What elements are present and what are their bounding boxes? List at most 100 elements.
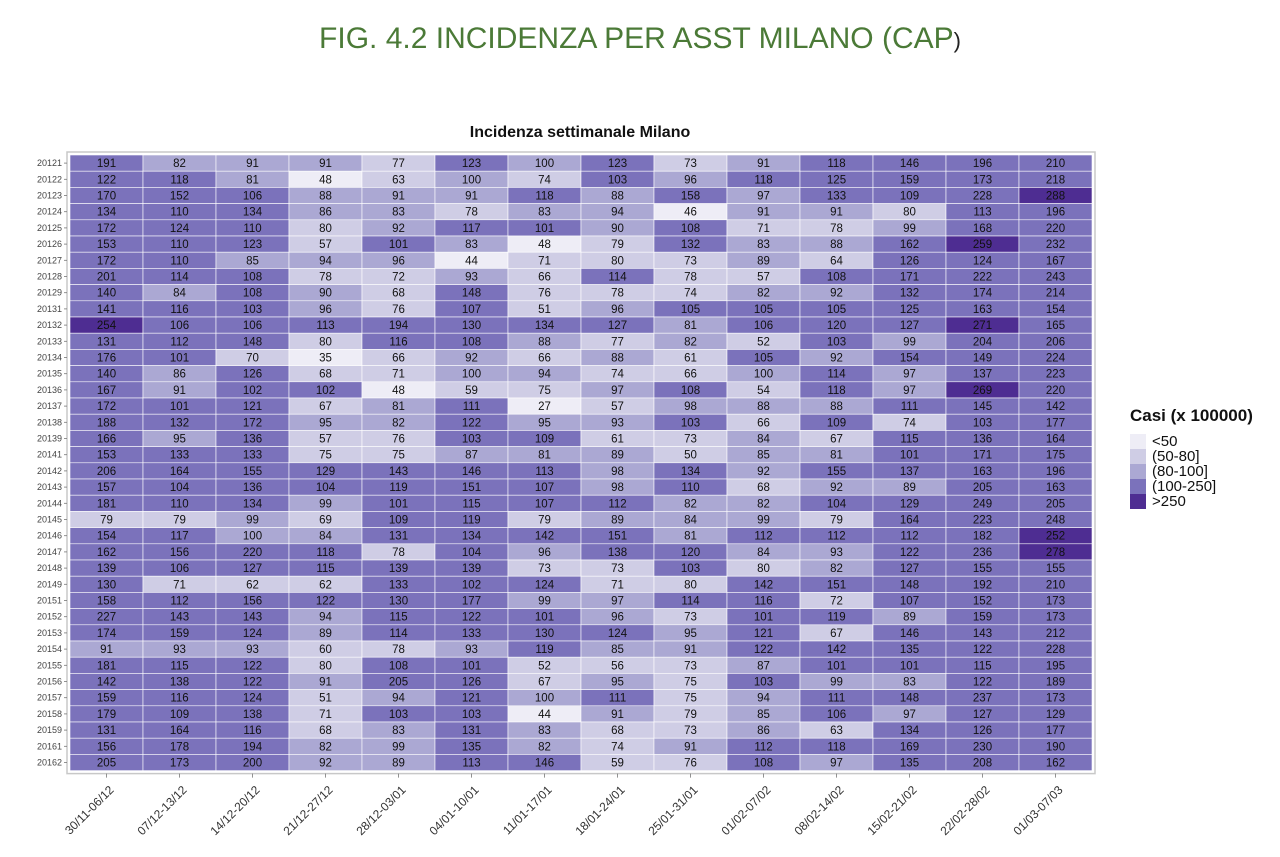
cell-value-label: 182 <box>973 531 992 543</box>
cell-value-label: 178 <box>170 741 189 753</box>
cell-value-label: 76 <box>684 758 697 770</box>
cell-value-label: 210 <box>1046 579 1065 591</box>
cell-value-label: 126 <box>900 255 919 267</box>
cell-value-label: 155 <box>827 466 846 478</box>
cell-value-label: 106 <box>827 709 846 721</box>
cell-value-label: 194 <box>243 741 263 753</box>
cell-value-label: 194 <box>389 320 409 332</box>
cell-value-label: 48 <box>392 385 405 397</box>
cell-value-label: 168 <box>973 223 992 235</box>
cell-value-label: 89 <box>903 482 916 494</box>
cell-value-label: 134 <box>243 498 263 510</box>
y-tick-label: 20135 <box>37 369 62 379</box>
cell-value-label: 177 <box>1046 417 1065 429</box>
cell-value-label: 80 <box>611 255 624 267</box>
cell-value-label: 126 <box>973 725 992 737</box>
cell-value-label: 135 <box>900 758 919 770</box>
cell-value-label: 121 <box>462 693 481 705</box>
cell-value-label: 57 <box>319 239 332 251</box>
cell-value-label: 74 <box>684 288 697 300</box>
cell-value-label: 75 <box>319 450 332 462</box>
cell-value-label: 60 <box>319 644 332 656</box>
cell-value-label: 71 <box>173 579 186 591</box>
cell-value-label: 125 <box>900 304 919 316</box>
y-tick-label: 20158 <box>37 709 62 719</box>
cell-value-label: 80 <box>319 336 332 348</box>
cell-value-label: 90 <box>319 288 332 300</box>
cell-value-label: 83 <box>538 725 551 737</box>
cell-value-label: 89 <box>319 628 332 640</box>
cell-value-label: 133 <box>462 628 481 640</box>
cell-value-label: 148 <box>900 693 919 705</box>
cell-value-label: 78 <box>611 288 624 300</box>
cell-value-label: 95 <box>319 417 332 429</box>
cell-value-label: 75 <box>684 693 697 705</box>
cell-value-label: 75 <box>538 385 551 397</box>
cell-value-label: 172 <box>97 401 116 413</box>
cell-value-label: 127 <box>900 563 919 575</box>
cell-value-label: 189 <box>1046 677 1065 689</box>
cell-value-label: 97 <box>611 596 624 608</box>
legend-item: (100-250] <box>1130 478 1253 495</box>
cell-value-label: 73 <box>684 725 697 737</box>
cell-value-label: 67 <box>538 677 551 689</box>
cell-value-label: 64 <box>830 255 843 267</box>
cell-value-label: 206 <box>97 466 116 478</box>
cell-value-label: 71 <box>392 369 405 381</box>
cell-value-label: 156 <box>97 741 116 753</box>
cell-value-label: 93 <box>465 272 478 284</box>
cell-value-label: 83 <box>538 207 551 219</box>
cell-value-label: 104 <box>827 498 847 510</box>
cell-value-label: 138 <box>608 547 627 559</box>
cell-value-label: 101 <box>535 223 554 235</box>
cell-value-label: 191 <box>97 158 116 170</box>
cell-value-label: 127 <box>900 320 919 332</box>
cell-value-label: 95 <box>684 628 697 640</box>
cell-value-label: 204 <box>973 336 993 348</box>
cell-value-label: 200 <box>243 758 262 770</box>
cell-value-label: 224 <box>1046 353 1066 365</box>
cell-value-label: 89 <box>392 758 405 770</box>
cell-value-label: 85 <box>611 644 624 656</box>
cell-value-label: 136 <box>243 482 262 494</box>
cell-value-label: 91 <box>757 158 770 170</box>
cell-value-label: 92 <box>830 288 843 300</box>
cell-value-label: 123 <box>608 158 627 170</box>
cell-value-label: 137 <box>973 369 992 381</box>
cell-value-label: 73 <box>684 255 697 267</box>
cell-value-label: 171 <box>973 450 992 462</box>
cell-value-label: 93 <box>465 644 478 656</box>
cell-value-label: 62 <box>246 579 259 591</box>
cell-value-label: 271 <box>973 320 992 332</box>
cell-value-label: 230 <box>973 741 992 753</box>
cell-value-label: 57 <box>319 434 332 446</box>
cell-value-label: 96 <box>392 255 405 267</box>
cell-value-label: 151 <box>827 579 846 591</box>
y-tick-label: 20128 <box>37 272 62 282</box>
cell-value-label: 97 <box>830 758 843 770</box>
cell-value-label: 74 <box>903 417 916 429</box>
cell-value-label: 278 <box>1046 547 1065 559</box>
cell-value-label: 91 <box>173 385 186 397</box>
y-tick-label: 20153 <box>37 628 62 638</box>
cell-value-label: 76 <box>392 304 405 316</box>
cell-value-label: 173 <box>170 758 189 770</box>
cell-value-label: 119 <box>535 644 553 656</box>
cell-value-label: 97 <box>757 191 770 203</box>
cell-value-label: 101 <box>900 450 919 462</box>
cell-value-label: 190 <box>1046 741 1065 753</box>
cell-value-label: 119 <box>462 515 480 527</box>
cell-value-label: 99 <box>538 596 551 608</box>
cell-value-label: 158 <box>97 596 116 608</box>
y-tick-label: 20157 <box>37 693 62 703</box>
cell-value-label: 164 <box>170 725 190 737</box>
x-tick-label: 01/02-07/02 <box>718 783 773 838</box>
cell-value-label: 114 <box>170 272 189 284</box>
cell-value-label: 57 <box>611 401 624 413</box>
cell-value-label: 81 <box>684 531 697 543</box>
cell-value-label: 110 <box>681 482 699 494</box>
cell-value-label: 196 <box>1046 207 1065 219</box>
cell-value-label: 142 <box>1046 401 1065 413</box>
legend: Casi (x 100000) <50 (50-80] (80-100] (100-2… <box>1130 406 1253 510</box>
